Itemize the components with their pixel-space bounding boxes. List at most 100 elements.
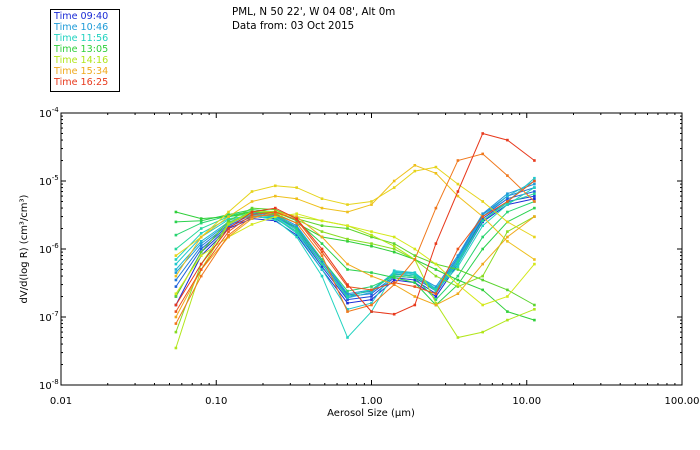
data-point bbox=[174, 346, 178, 350]
data-point bbox=[434, 268, 438, 271]
legend-entry: Time 09:40 bbox=[54, 11, 109, 22]
data-point bbox=[295, 217, 298, 220]
data-point bbox=[533, 182, 536, 186]
data-point bbox=[199, 235, 203, 239]
data-point bbox=[227, 227, 230, 230]
data-point bbox=[174, 310, 178, 313]
legend-entry: Time 13:05 bbox=[54, 44, 109, 55]
data-point bbox=[346, 296, 349, 300]
data-point bbox=[274, 184, 277, 188]
legend-entry: Time 11:56 bbox=[54, 33, 109, 44]
data-point bbox=[413, 254, 417, 257]
data-point bbox=[227, 223, 230, 226]
data-point bbox=[506, 197, 509, 200]
data-point bbox=[250, 208, 254, 211]
data-point bbox=[456, 260, 460, 263]
data-point bbox=[346, 210, 349, 214]
data-point bbox=[174, 262, 178, 266]
data-point bbox=[434, 301, 438, 305]
data-point bbox=[199, 240, 203, 243]
data-point bbox=[533, 303, 536, 307]
data-point bbox=[227, 219, 230, 223]
data-point bbox=[174, 330, 178, 334]
data-point bbox=[481, 217, 484, 220]
data-point bbox=[506, 235, 509, 239]
data-point bbox=[481, 200, 484, 203]
data-point bbox=[174, 254, 178, 257]
data-point bbox=[533, 318, 536, 322]
data-point bbox=[295, 225, 298, 229]
data-point bbox=[346, 285, 349, 288]
data-point bbox=[174, 271, 178, 274]
data-point bbox=[346, 336, 349, 339]
data-point bbox=[370, 200, 373, 203]
legend: Time 09:40 Time 10:46 Time 11:56 Time 13:05… bbox=[50, 9, 120, 92]
data-point bbox=[392, 312, 396, 316]
data-point bbox=[227, 225, 230, 229]
data-point bbox=[346, 227, 349, 230]
data-point bbox=[434, 274, 438, 278]
data-point bbox=[250, 215, 254, 218]
data-point bbox=[434, 298, 438, 301]
data-point bbox=[227, 213, 230, 216]
data-point bbox=[533, 194, 536, 198]
data-point bbox=[533, 215, 536, 218]
legend-entry: Time 14:16 bbox=[54, 55, 109, 66]
data-point bbox=[533, 258, 536, 261]
data-point bbox=[274, 210, 277, 214]
data-point bbox=[533, 308, 536, 311]
data-point bbox=[295, 221, 298, 225]
data-point bbox=[174, 278, 178, 282]
data-point bbox=[370, 242, 373, 245]
data-point bbox=[533, 200, 536, 203]
y-tick-exponent: -8 bbox=[52, 378, 59, 386]
data-point bbox=[227, 215, 230, 218]
data-point bbox=[295, 232, 298, 235]
data-point bbox=[506, 200, 509, 203]
data-point bbox=[295, 215, 298, 218]
data-point bbox=[250, 223, 254, 226]
data-point bbox=[392, 235, 396, 239]
data-point bbox=[274, 215, 277, 218]
data-point bbox=[392, 179, 396, 183]
data-point bbox=[434, 285, 438, 288]
data-point bbox=[199, 227, 203, 230]
data-point bbox=[174, 322, 178, 325]
data-point bbox=[456, 190, 460, 193]
data-point bbox=[320, 258, 324, 261]
data-point bbox=[481, 262, 484, 266]
data-point bbox=[413, 164, 417, 167]
data-point bbox=[174, 220, 178, 224]
data-point bbox=[250, 210, 254, 214]
data-point bbox=[320, 260, 324, 263]
date-text: Data from: 03 Oct 2015 bbox=[232, 20, 355, 32]
data-point bbox=[392, 250, 396, 254]
data-point bbox=[370, 244, 373, 248]
y-tick-exponent: -6 bbox=[52, 242, 60, 250]
data-point bbox=[370, 230, 373, 233]
data-point bbox=[199, 268, 203, 271]
x-axis-label: Aerosol Size (µm) bbox=[327, 408, 415, 419]
x-tick-label: 100.00 bbox=[665, 396, 700, 407]
data-point bbox=[199, 242, 203, 245]
data-point bbox=[506, 138, 509, 142]
data-point bbox=[174, 233, 178, 237]
y-tick-base: 10 bbox=[39, 381, 52, 392]
data-point bbox=[346, 262, 349, 266]
data-point bbox=[506, 318, 509, 322]
data-point bbox=[295, 224, 298, 227]
data-point bbox=[370, 298, 373, 301]
data-point bbox=[227, 233, 230, 237]
data-point bbox=[392, 186, 396, 189]
data-point bbox=[533, 186, 536, 189]
data-point bbox=[456, 159, 460, 162]
data-point bbox=[506, 220, 509, 224]
x-tick-label: 0.01 bbox=[50, 396, 72, 407]
data-point bbox=[320, 235, 324, 239]
data-point bbox=[481, 212, 484, 215]
y-tick-exponent: -7 bbox=[52, 310, 59, 318]
data-point bbox=[174, 274, 178, 278]
data-point bbox=[250, 190, 254, 193]
data-point bbox=[481, 247, 484, 251]
x-tick-label: 10.00 bbox=[512, 396, 541, 407]
